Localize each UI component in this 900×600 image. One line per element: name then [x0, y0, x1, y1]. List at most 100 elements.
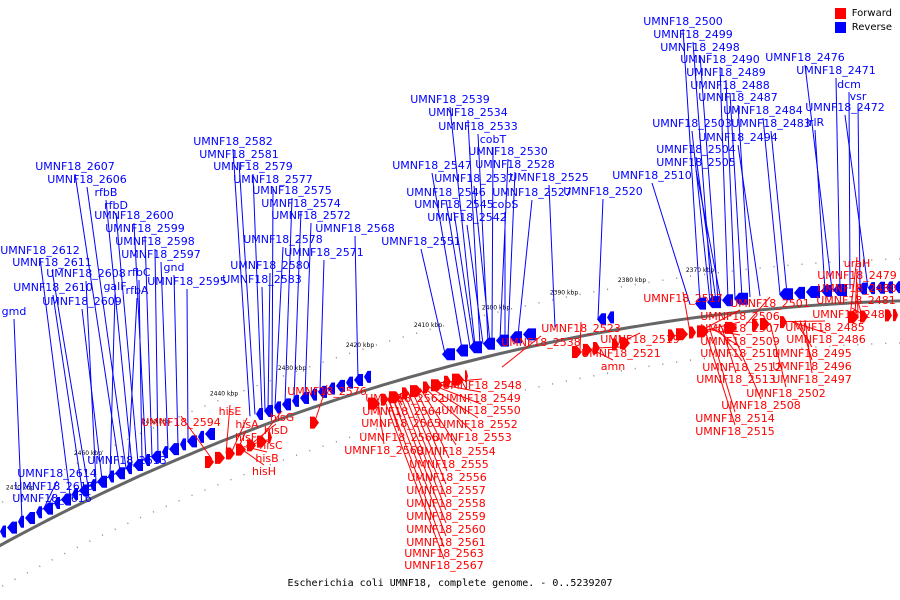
- label-layer: UMNF18_2500UMNF18_2499UMNF18_2498UMNF18_…: [0, 15, 897, 572]
- gene-label: UMNF18_2527: [492, 186, 572, 199]
- leader-line: [709, 329, 741, 336]
- leader-line: [709, 329, 736, 413]
- gene-label: UMNF18_2552: [438, 418, 518, 431]
- reverse-gene-arrow: [7, 521, 17, 534]
- leader-line: [651, 182, 691, 305]
- leader-line: [86, 186, 127, 469]
- gene-label: UMNF18_2551: [381, 235, 461, 248]
- reverse-gene-arrow: [806, 285, 820, 298]
- leader-line: [304, 222, 312, 397]
- gene-label: UMNF18_2472: [805, 101, 885, 114]
- gene-label: UMNF18_2562: [365, 392, 445, 405]
- gene-label: UMNF18_2508: [721, 399, 801, 412]
- leader-line: [245, 438, 272, 447]
- legend-swatch-forward: [834, 8, 846, 19]
- gene-label: rfbD: [104, 199, 128, 212]
- leader-line: [597, 198, 604, 320]
- leader-line: [699, 54, 719, 301]
- gene-label: dcm: [837, 78, 861, 91]
- gene-label: UMNF18_2594: [141, 416, 221, 429]
- leader-line: [466, 224, 484, 344]
- tick-label: 2460 kbp: [74, 450, 102, 457]
- gene-label: UMNF18_2542: [427, 211, 507, 224]
- gene-label: UMNF18_2507: [700, 322, 780, 335]
- leader-line: [719, 66, 729, 300]
- leader-line: [243, 446, 268, 453]
- gene-label: UMNF18_2490: [680, 53, 760, 66]
- gene-label: UMNF18_2521: [581, 347, 661, 360]
- leader-line: [682, 291, 691, 333]
- leader-line: [770, 130, 788, 294]
- tick-label: 2420 kbp: [346, 342, 374, 349]
- leader-line: [180, 415, 213, 460]
- gene-label: UMNF18_2497: [772, 373, 852, 386]
- leader-line: [804, 64, 833, 291]
- reverse-gene-arrow: [510, 331, 522, 344]
- leader-line: [427, 385, 479, 419]
- leader-line: [855, 293, 863, 317]
- leader-line: [231, 417, 248, 452]
- gene-label: UMNF18_2515: [695, 425, 775, 438]
- leader-line: [387, 397, 445, 548]
- reverse-gene-arrow: [607, 311, 614, 324]
- reverse-gene-arrow: [597, 313, 606, 326]
- gene-label: UMNF18_2511: [700, 347, 780, 360]
- gene-label: UMNF18_2510: [612, 169, 692, 182]
- leader-line: [851, 307, 867, 317]
- leader-line: [435, 383, 482, 393]
- forward-gene-arrow: [583, 343, 592, 356]
- backbone-layer: [0, 299, 900, 548]
- gene-label: UMNF18_2567: [404, 559, 484, 572]
- forward-gene-arrow: [572, 345, 582, 358]
- gene-label: UMNF18_2496: [772, 360, 852, 373]
- leader-line: [173, 274, 179, 446]
- leader-line: [717, 328, 743, 362]
- forward-gene-arrow: [205, 455, 214, 468]
- leader-line: [857, 103, 861, 289]
- reverse-gene-arrow: [876, 281, 885, 294]
- reverse-gene-arrow: [180, 438, 186, 451]
- leader-line: [729, 327, 762, 400]
- leader-line: [704, 330, 736, 426]
- leader-line: [854, 268, 858, 317]
- leader-line: [713, 328, 741, 348]
- gene-label: UMNF18_2547: [392, 159, 472, 172]
- reverse-gene-arrow: [364, 370, 371, 383]
- gene-label: UMNF18_2563: [404, 547, 484, 560]
- tick-label: 2400 kbp: [482, 305, 510, 312]
- gene-label: UMNF18_2528: [475, 158, 555, 171]
- gene-label: gmd: [2, 305, 27, 318]
- gene-label: UMNF18_2503: [652, 117, 732, 130]
- leader-line: [225, 404, 231, 454]
- reverse-gene-arrow: [151, 450, 161, 463]
- tick-label: 2440 kbp: [210, 390, 238, 397]
- reverse-gene-arrow: [108, 470, 114, 483]
- gene-label: UMNF18_2595: [147, 275, 227, 288]
- leader-line: [411, 390, 448, 472]
- reverse-gene-arrow: [90, 479, 96, 492]
- gene-label: UMNF18_2608: [46, 267, 126, 280]
- gene-label: UMNF18_2583: [222, 273, 302, 286]
- leader-line: [848, 91, 851, 290]
- tick-label: 2470 kbp: [6, 485, 34, 492]
- gene-label: UMNF18_2611: [12, 256, 92, 269]
- leader-line: [617, 332, 641, 344]
- leader-line: [692, 41, 713, 302]
- leader-line: [407, 391, 447, 485]
- reverse-gene-arrow: [886, 281, 893, 294]
- leader-line: [47, 493, 55, 507]
- reverse-gene-arrow: [336, 379, 345, 392]
- gene-label: UMNF18_2575: [252, 184, 332, 197]
- reverse-gene-arrow: [722, 294, 733, 307]
- gene-label: UMNF18_2489: [686, 66, 766, 79]
- reverse-gene-arrow: [72, 487, 78, 500]
- gene-label: UMNF18_2576: [287, 385, 367, 398]
- gene-label: UMNF18_2509: [700, 335, 780, 348]
- gene-label: UMNF18_2480: [817, 282, 897, 295]
- gene-label: hisH: [252, 465, 276, 478]
- gene-label: UMNF18_2506: [700, 310, 780, 323]
- leader-line: [420, 248, 446, 354]
- leader-line: [695, 156, 717, 302]
- gene-label: UMNF18_2530: [468, 145, 548, 158]
